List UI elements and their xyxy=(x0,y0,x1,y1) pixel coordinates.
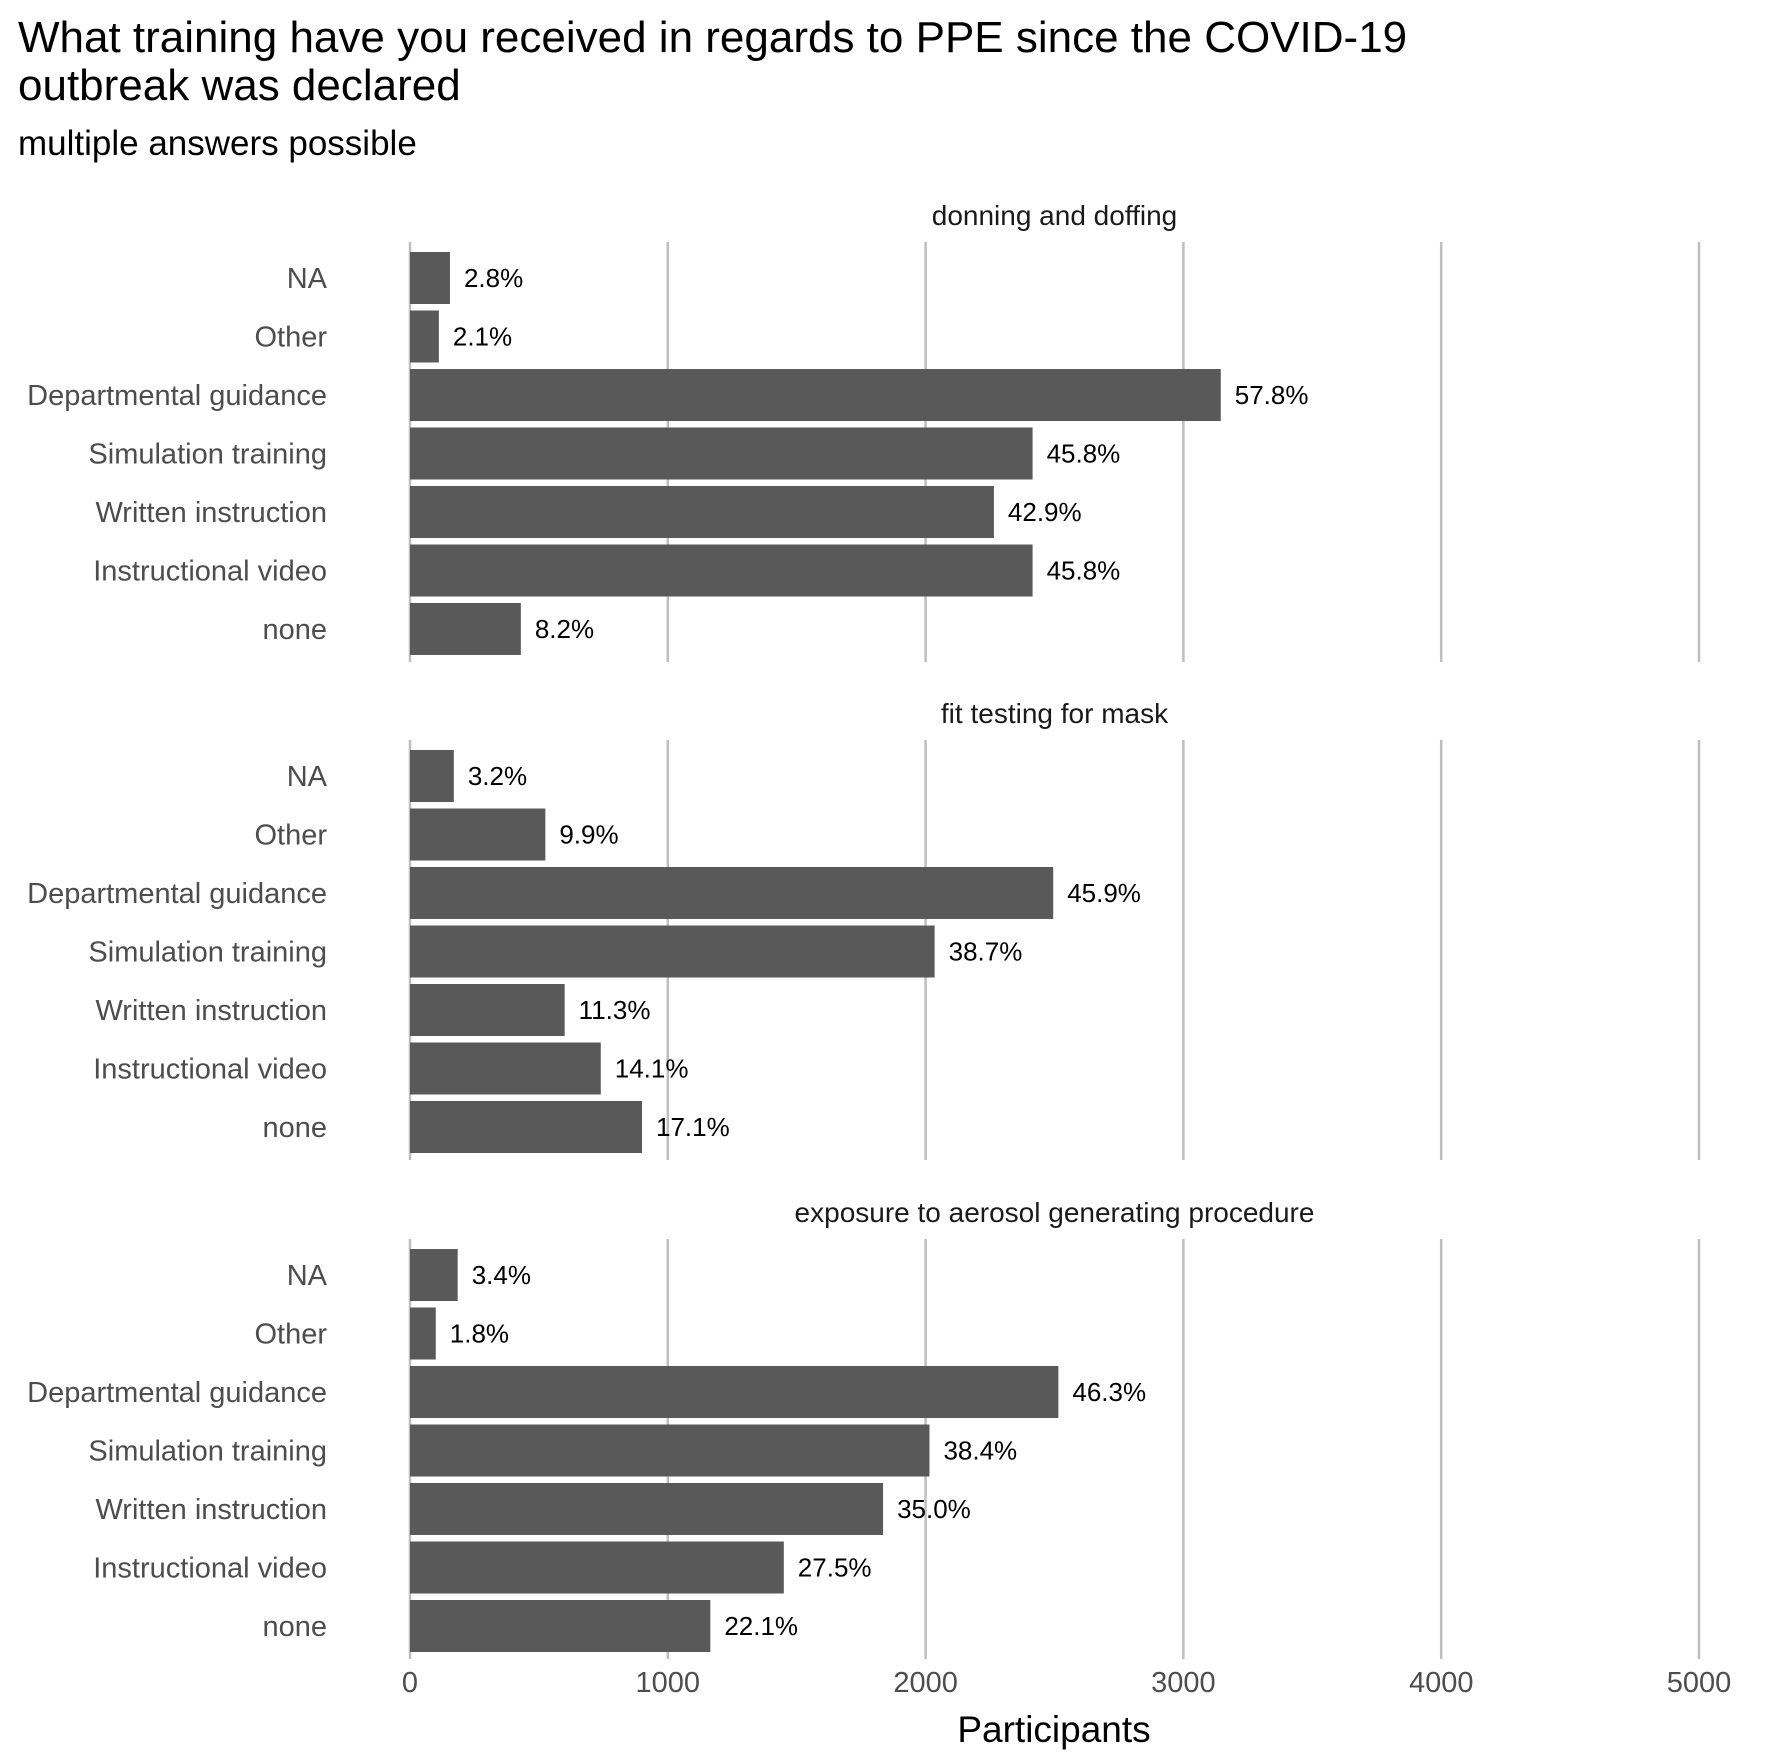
bar xyxy=(410,369,1221,421)
x-tick-label: 0 xyxy=(402,1667,418,1699)
bar xyxy=(410,750,454,802)
data-label: 14.1% xyxy=(615,1054,689,1084)
data-label: 2.8% xyxy=(464,263,523,293)
bar xyxy=(410,1307,436,1360)
bar xyxy=(410,1101,643,1153)
bar xyxy=(410,925,935,978)
bar xyxy=(410,1366,1059,1418)
category-label: Simulation training xyxy=(88,439,327,471)
bar xyxy=(410,867,1054,919)
category-label: Instructional video xyxy=(93,1553,327,1585)
data-label: 35.0% xyxy=(897,1494,971,1524)
category-label: none xyxy=(262,614,327,646)
category-label: none xyxy=(262,1112,327,1144)
category-label: NA xyxy=(287,1260,328,1292)
data-label: 3.4% xyxy=(472,1260,531,1290)
data-label: 2.1% xyxy=(453,322,512,352)
data-label: 27.5% xyxy=(798,1553,872,1583)
x-axis: 0 1000 2000 3000 4000 5000 xyxy=(402,1667,1731,1699)
data-label: 8.2% xyxy=(535,614,594,644)
chart-title-line-2: outbreak was declared xyxy=(18,61,461,110)
x-axis-title: Participants xyxy=(957,1709,1150,1750)
category-label: NA xyxy=(287,263,328,295)
category-label: Other xyxy=(254,322,327,354)
x-tick-label: 4000 xyxy=(1409,1667,1474,1699)
bar xyxy=(410,252,450,304)
data-label: 3.2% xyxy=(468,761,527,791)
category-label: Written instruction xyxy=(95,1494,327,1526)
data-label: 46.3% xyxy=(1072,1377,1146,1407)
facet-strip-label: fit testing for mask xyxy=(941,698,1169,729)
category-label: Other xyxy=(254,1319,327,1351)
bar xyxy=(410,1541,784,1594)
category-label: Other xyxy=(254,820,327,852)
bar xyxy=(410,984,565,1036)
bar xyxy=(410,1042,601,1095)
data-label: 45.8% xyxy=(1047,439,1121,469)
bar xyxy=(410,427,1033,480)
data-label: 11.3% xyxy=(579,995,651,1025)
bar xyxy=(410,310,439,363)
bar xyxy=(410,544,1033,597)
category-label: Simulation training xyxy=(88,937,327,969)
data-label: 22.1% xyxy=(724,1611,798,1641)
bar xyxy=(410,1249,458,1301)
facet-panel: donning and doffing NA 2.8% Other 2.1% Depart… xyxy=(27,200,1701,662)
category-label: Departmental guidance xyxy=(27,878,327,910)
data-label: 38.4% xyxy=(943,1436,1017,1466)
facet-strip-label: exposure to aerosol generating procedure xyxy=(795,1197,1315,1228)
data-label: 57.8% xyxy=(1235,380,1309,410)
facet-panels: donning and doffing NA 2.8% Other 2.1% Depart… xyxy=(27,200,1701,1659)
category-label: Simulation training xyxy=(88,1436,327,1468)
chart-title-line-1: What training have you received in regar… xyxy=(18,13,1407,62)
category-label: Departmental guidance xyxy=(27,380,327,412)
x-tick-label: 3000 xyxy=(1151,1667,1216,1699)
data-label: 38.7% xyxy=(949,937,1023,967)
bar xyxy=(410,808,546,861)
category-label: Instructional video xyxy=(93,1054,327,1086)
bar xyxy=(410,603,521,655)
data-label: 42.9% xyxy=(1008,497,1082,527)
data-label: 9.9% xyxy=(559,820,618,850)
category-label: Written instruction xyxy=(95,497,327,529)
bar xyxy=(410,1483,884,1535)
facet-strip-label: donning and doffing xyxy=(932,200,1178,231)
data-label: 45.9% xyxy=(1067,878,1141,908)
category-label: Written instruction xyxy=(95,995,327,1027)
x-tick-label: 5000 xyxy=(1667,1667,1732,1699)
category-label: Instructional video xyxy=(93,556,327,588)
bar xyxy=(410,1424,930,1477)
facet-panel: exposure to aerosol generating procedure… xyxy=(27,1197,1701,1659)
category-label: NA xyxy=(287,761,328,793)
data-label: 1.8% xyxy=(450,1319,509,1349)
x-tick-label: 2000 xyxy=(893,1667,958,1699)
category-label: none xyxy=(262,1611,327,1643)
category-label: Departmental guidance xyxy=(27,1377,327,1409)
data-label: 45.8% xyxy=(1047,556,1121,586)
facet-panel: fit testing for mask NA 3.2% Other 9.9% Depar… xyxy=(27,698,1701,1160)
bar xyxy=(410,486,994,538)
bar xyxy=(410,1600,711,1652)
x-tick-label: 1000 xyxy=(636,1667,701,1699)
chart-subtitle: multiple answers possible xyxy=(18,124,417,163)
data-label: 17.1% xyxy=(656,1112,730,1142)
